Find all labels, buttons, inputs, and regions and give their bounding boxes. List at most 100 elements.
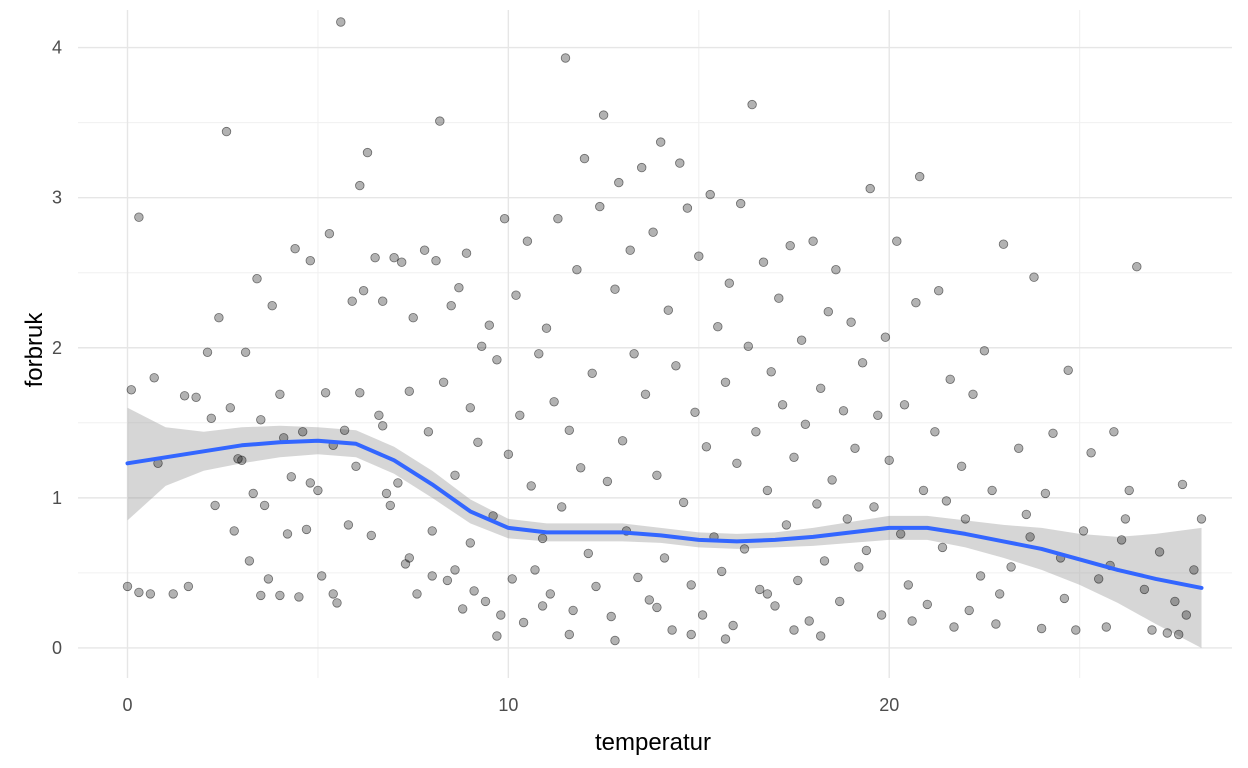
- scatter-point: [1154, 547, 1165, 557]
- scatter-point: [210, 500, 220, 511]
- scatter-point: [682, 203, 693, 213]
- scatter-point: [1071, 625, 1081, 635]
- scatter-point: [793, 575, 803, 586]
- scatter-point: [781, 520, 792, 530]
- scatter-point: [637, 162, 647, 173]
- y-tick-label: 2: [52, 338, 62, 358]
- scatter-point: [1147, 625, 1157, 635]
- scatter-point: [831, 265, 841, 275]
- scatter-point: [724, 278, 735, 288]
- scatter-point: [541, 323, 552, 333]
- scatter-point: [796, 335, 807, 345]
- scatter-point: [1101, 622, 1112, 632]
- scatter-point: [134, 212, 144, 222]
- scatter-point: [427, 526, 437, 536]
- scatter-point: [918, 485, 929, 496]
- scatter-point: [610, 635, 620, 646]
- scatter-point: [183, 581, 194, 592]
- y-tick-label: 3: [52, 188, 62, 208]
- scatter-point: [1036, 623, 1047, 634]
- scatter-point: [530, 565, 540, 575]
- scatter-point: [454, 283, 464, 293]
- confidence-band: [127, 407, 1202, 648]
- scatter-point: [568, 605, 578, 616]
- scatter-point: [671, 361, 681, 371]
- scatter-point: [1120, 514, 1131, 524]
- scatter-point: [404, 553, 415, 563]
- scatter-point: [838, 406, 849, 416]
- scatter-point: [1196, 514, 1207, 524]
- scatter-point: [835, 596, 845, 607]
- scatter-point: [667, 625, 677, 635]
- scatter-point: [149, 373, 159, 383]
- scatter-point: [1170, 596, 1180, 607]
- scatter-point: [995, 589, 1005, 599]
- scatter-point: [145, 589, 156, 599]
- scatter-point: [534, 349, 544, 359]
- scatter-point: [518, 617, 529, 628]
- scatter-point: [598, 110, 609, 120]
- scatter-point: [644, 595, 655, 605]
- scatter-point: [526, 481, 536, 491]
- scatter-point: [800, 419, 811, 430]
- scatter-point: [328, 589, 338, 599]
- major-grid: [78, 10, 1232, 678]
- scatter-point: [248, 488, 258, 499]
- scatter-point: [758, 257, 769, 267]
- scatter-point: [282, 529, 293, 539]
- scatter-point: [404, 386, 415, 397]
- scatter-point: [1124, 485, 1134, 496]
- scatter-point: [560, 53, 571, 63]
- scatter-point: [244, 556, 255, 566]
- scatter-point: [892, 236, 902, 246]
- scatter-point: [827, 475, 837, 485]
- scatter-point: [964, 605, 974, 616]
- scatter-point: [393, 478, 403, 488]
- scatter-point: [728, 620, 738, 631]
- scatter-point: [484, 320, 495, 330]
- scatter-point: [557, 502, 567, 512]
- scatter-point: [583, 548, 594, 559]
- scatter-point: [1173, 629, 1184, 640]
- smooth-line-layer: [125, 438, 1204, 590]
- scatter-point: [351, 461, 361, 472]
- scatter-point: [374, 410, 384, 421]
- scatter-point: [587, 368, 597, 379]
- scatter-point: [240, 347, 251, 358]
- scatter-point: [477, 341, 487, 352]
- scatter-point: [717, 566, 727, 577]
- scatter-point: [694, 251, 704, 261]
- scatter-point: [465, 538, 476, 548]
- scatter-point: [945, 374, 955, 385]
- scatter-point: [816, 631, 826, 641]
- scatter-point: [1078, 526, 1089, 536]
- scatter-point: [1139, 584, 1150, 595]
- scatter-point: [290, 243, 300, 254]
- scatter-point: [259, 500, 270, 511]
- scatter-point: [880, 332, 891, 342]
- scatter-point: [576, 463, 586, 473]
- scatter-point: [869, 502, 879, 512]
- scatter-point: [705, 189, 715, 200]
- scatter-point: [419, 245, 430, 255]
- scatter-point: [298, 427, 308, 437]
- scatter-point: [941, 496, 952, 506]
- scatter-point: [366, 530, 377, 541]
- scatter-point: [652, 470, 662, 481]
- scatter-point: [564, 425, 575, 436]
- scatter-point: [511, 290, 521, 300]
- y-tick-label: 0: [52, 638, 62, 658]
- scatter-point: [998, 239, 1009, 249]
- scatter-point: [362, 147, 373, 158]
- scatter-point: [934, 286, 944, 296]
- scatter-point: [656, 137, 666, 147]
- scatter-point: [648, 227, 658, 237]
- scatter-point: [968, 389, 978, 400]
- scatter-point: [537, 601, 548, 611]
- scatter-point: [896, 529, 906, 539]
- scatter-point: [126, 385, 137, 395]
- scatter-point: [252, 274, 262, 284]
- scatter-point: [438, 377, 449, 388]
- scatter-point: [751, 427, 761, 437]
